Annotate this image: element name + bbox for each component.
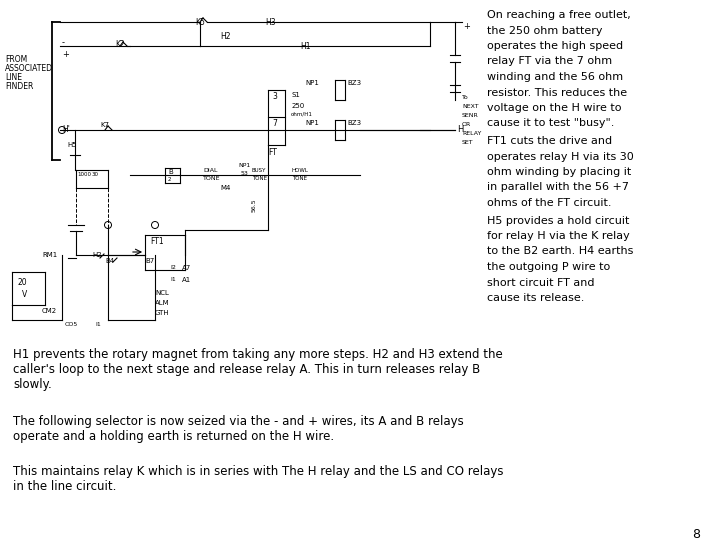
Text: the outgoing P wire to: the outgoing P wire to bbox=[487, 262, 611, 272]
Text: K7: K7 bbox=[100, 122, 109, 128]
Text: B4: B4 bbox=[105, 258, 114, 264]
Text: TONE: TONE bbox=[203, 176, 220, 181]
Text: OR: OR bbox=[462, 122, 472, 127]
Text: voltage on the H wire to: voltage on the H wire to bbox=[487, 103, 621, 113]
Text: M4: M4 bbox=[220, 185, 230, 191]
Text: K5: K5 bbox=[195, 18, 205, 27]
Text: BUSY: BUSY bbox=[252, 168, 266, 173]
Text: LINE: LINE bbox=[5, 73, 22, 82]
Text: To: To bbox=[462, 95, 469, 100]
Text: to the B2 earth. H4 earths: to the B2 earth. H4 earths bbox=[487, 246, 634, 256]
Text: DIAL: DIAL bbox=[203, 168, 217, 173]
Text: ohm/H1: ohm/H1 bbox=[291, 112, 313, 117]
Text: +: + bbox=[463, 22, 470, 31]
Text: FT1: FT1 bbox=[150, 237, 163, 246]
Text: for relay H via the K relay: for relay H via the K relay bbox=[487, 231, 630, 241]
Text: NCL: NCL bbox=[155, 290, 169, 296]
Text: ASSOCIATED: ASSOCIATED bbox=[5, 64, 53, 73]
Text: -: - bbox=[62, 38, 65, 47]
Text: H2: H2 bbox=[220, 32, 230, 41]
Text: operates relay H via its 30: operates relay H via its 30 bbox=[487, 152, 634, 161]
Text: 53: 53 bbox=[241, 171, 249, 176]
Text: A1: A1 bbox=[182, 277, 192, 283]
Text: TONE: TONE bbox=[292, 176, 307, 181]
Text: FT: FT bbox=[268, 148, 277, 157]
Text: FT1 cuts the drive and: FT1 cuts the drive and bbox=[487, 136, 612, 146]
Text: RELAY: RELAY bbox=[462, 131, 482, 136]
Text: ohms of the FT circuit.: ohms of the FT circuit. bbox=[487, 198, 611, 208]
Text: TONE: TONE bbox=[252, 176, 267, 181]
Text: The following selector is now seized via the - and + wires, its A and B relays
o: The following selector is now seized via… bbox=[13, 415, 464, 443]
Text: H3: H3 bbox=[265, 18, 276, 27]
Text: NP1: NP1 bbox=[305, 120, 319, 126]
Text: 250: 250 bbox=[292, 103, 305, 109]
Text: H2: H2 bbox=[92, 252, 102, 258]
Text: 20: 20 bbox=[17, 278, 27, 287]
Text: 8: 8 bbox=[692, 528, 700, 540]
Text: CO5: CO5 bbox=[65, 322, 78, 327]
Text: NP1: NP1 bbox=[238, 163, 251, 168]
Text: operates the high speed: operates the high speed bbox=[487, 41, 623, 51]
Text: GTH: GTH bbox=[155, 310, 170, 316]
Text: NP1: NP1 bbox=[305, 80, 319, 86]
Text: in parallel with the 56 +7: in parallel with the 56 +7 bbox=[487, 183, 629, 192]
Text: H1 prevents the rotary magnet from taking any more steps. H2 and H3 extend the
c: H1 prevents the rotary magnet from takin… bbox=[13, 348, 503, 391]
Text: On reaching a free outlet,: On reaching a free outlet, bbox=[487, 10, 631, 20]
Text: SENR: SENR bbox=[462, 113, 479, 118]
Text: short circuit FT and: short circuit FT and bbox=[487, 278, 595, 287]
Text: CM2: CM2 bbox=[42, 308, 57, 314]
Text: winding and the 56 ohm: winding and the 56 ohm bbox=[487, 72, 623, 82]
Text: the 250 ohm battery: the 250 ohm battery bbox=[487, 25, 603, 36]
Text: NEXT: NEXT bbox=[462, 104, 479, 109]
Text: This maintains relay K which is in series with The H relay and the LS and CO rel: This maintains relay K which is in serie… bbox=[13, 465, 503, 493]
Text: cause it to test "busy".: cause it to test "busy". bbox=[487, 118, 614, 129]
Text: K2: K2 bbox=[115, 40, 125, 49]
Text: SET: SET bbox=[462, 140, 474, 145]
Text: +: + bbox=[62, 50, 69, 59]
Text: H1: H1 bbox=[300, 42, 310, 51]
Text: HOWL: HOWL bbox=[292, 168, 309, 173]
Text: 1000: 1000 bbox=[77, 172, 91, 177]
Text: 30: 30 bbox=[92, 172, 99, 177]
Text: 7: 7 bbox=[272, 119, 277, 128]
Text: H5 provides a hold circuit: H5 provides a hold circuit bbox=[487, 215, 629, 226]
Text: 56.5: 56.5 bbox=[252, 198, 257, 212]
Text: V: V bbox=[22, 290, 27, 299]
Text: ALM: ALM bbox=[155, 300, 170, 306]
Text: 3: 3 bbox=[272, 92, 277, 101]
Text: RM1: RM1 bbox=[42, 252, 58, 258]
Text: cause its release.: cause its release. bbox=[487, 293, 585, 303]
Text: A7: A7 bbox=[182, 265, 192, 271]
Text: H': H' bbox=[62, 125, 70, 134]
Text: S1: S1 bbox=[292, 92, 301, 98]
Text: H: H bbox=[457, 125, 464, 134]
Text: B7: B7 bbox=[145, 258, 154, 264]
Text: I2: I2 bbox=[170, 265, 176, 270]
Text: relay FT via the 7 ohm: relay FT via the 7 ohm bbox=[487, 57, 612, 66]
Text: BZ3: BZ3 bbox=[347, 120, 361, 126]
Text: FINDER: FINDER bbox=[5, 82, 33, 91]
Text: ohm winding by placing it: ohm winding by placing it bbox=[487, 167, 631, 177]
Text: resistor. This reduces the: resistor. This reduces the bbox=[487, 87, 627, 98]
Text: BZ3: BZ3 bbox=[347, 80, 361, 86]
Text: I1: I1 bbox=[170, 277, 176, 282]
Text: 2: 2 bbox=[168, 177, 171, 182]
Text: I1: I1 bbox=[95, 322, 101, 327]
Text: B: B bbox=[168, 169, 173, 175]
Text: H5: H5 bbox=[67, 142, 76, 148]
Text: FROM: FROM bbox=[5, 55, 27, 64]
